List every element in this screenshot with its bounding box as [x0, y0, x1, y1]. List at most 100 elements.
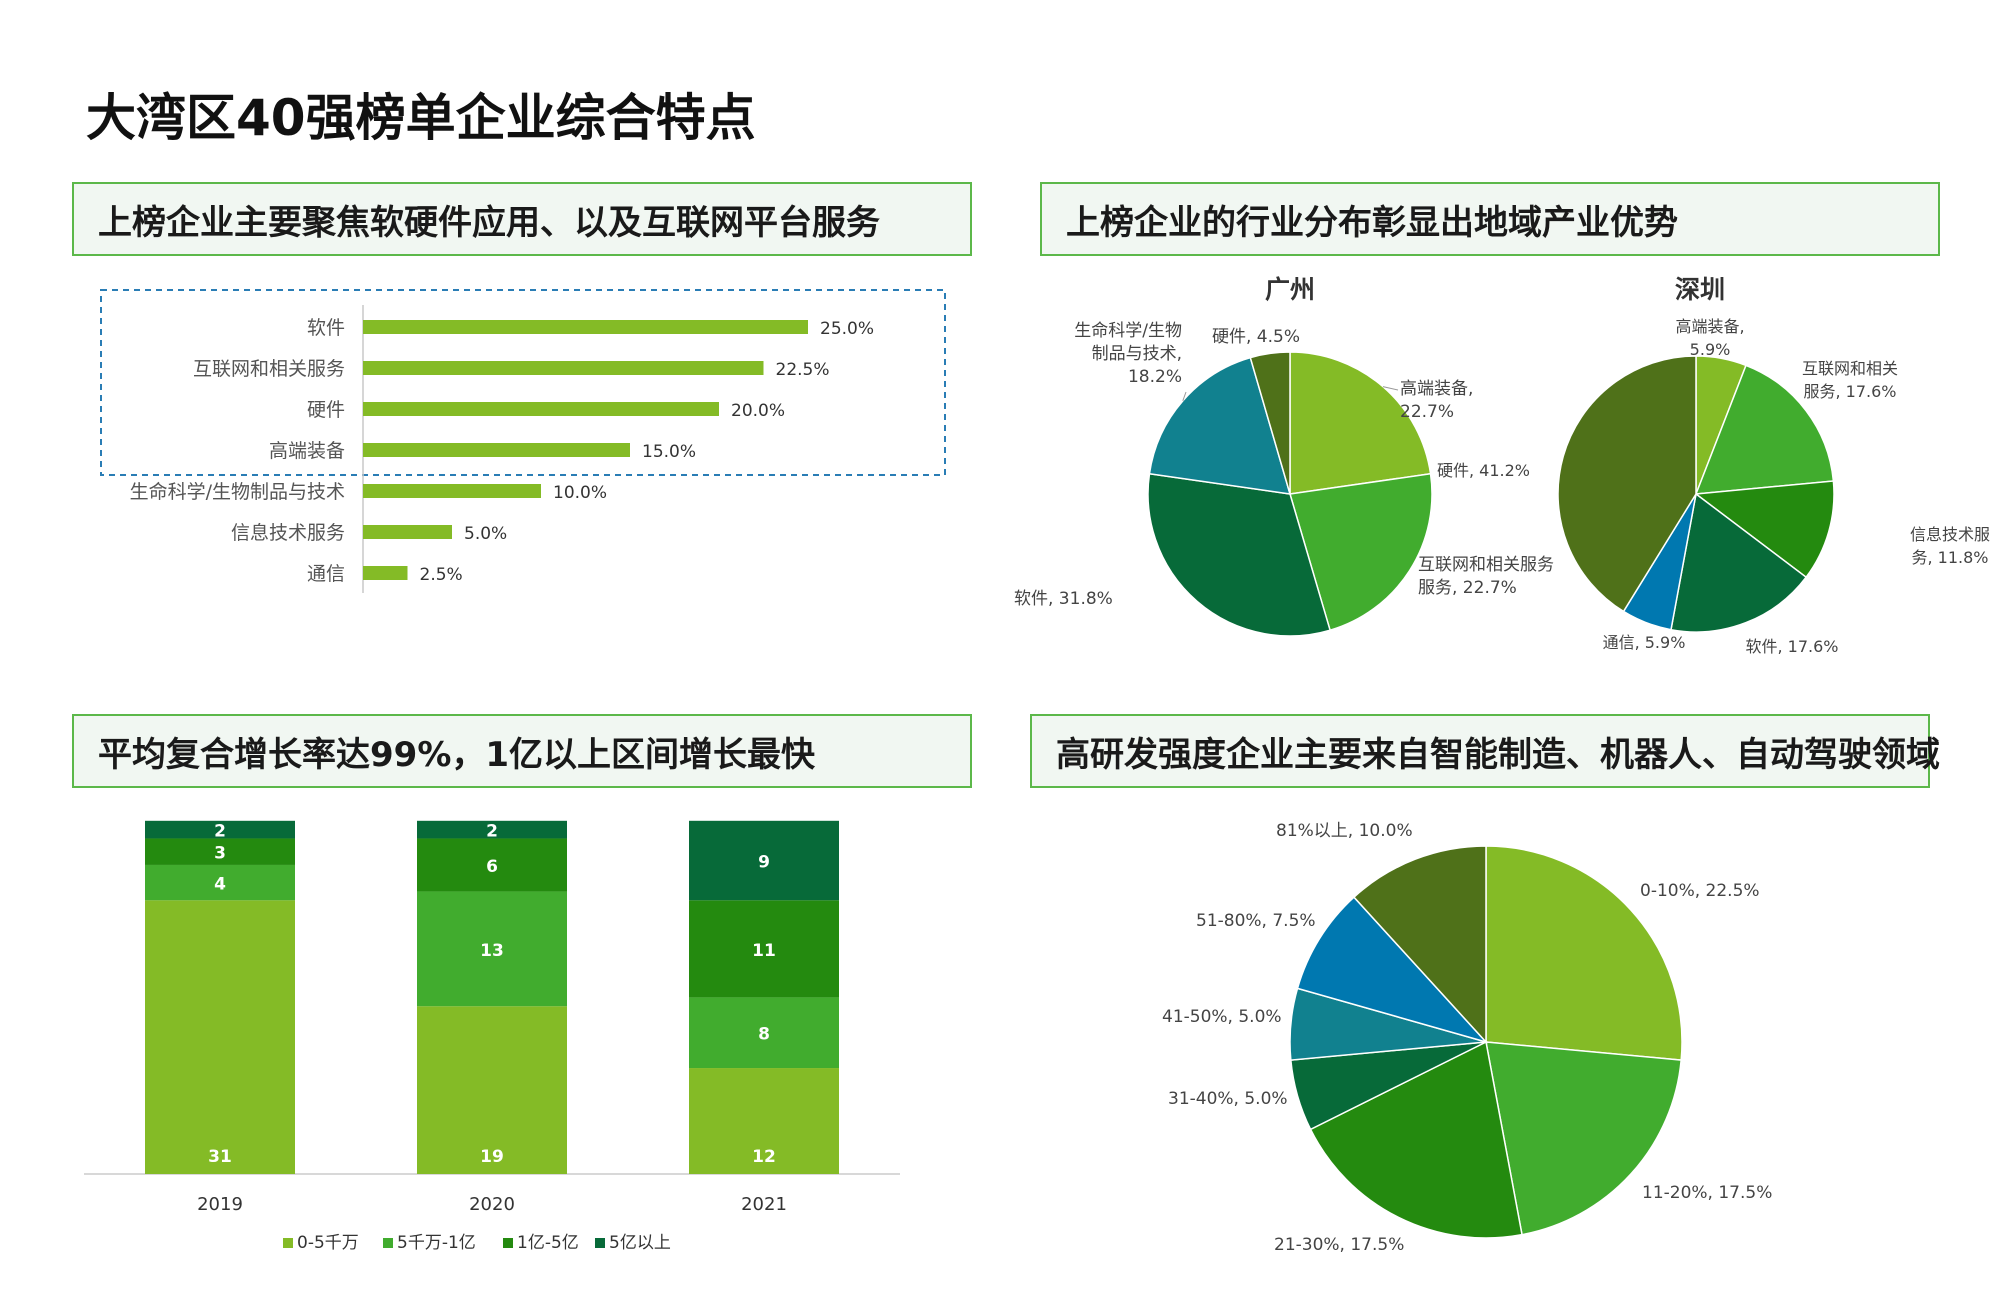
- pie-slice-label-line: 11-20%, 17.5%: [1642, 1183, 1772, 1203]
- shenzhen-pie-title: 深圳: [1675, 275, 1725, 304]
- pie-slice-label: 通信, 5.9%: [1603, 633, 1686, 652]
- pie-slice-label: 互联网和相关服务服务, 22.7%: [1418, 555, 1554, 598]
- pie-slice: [1557, 355, 1697, 613]
- pie-slice: [1148, 356, 1292, 495]
- pie-slice: [1249, 351, 1291, 495]
- pie-slice-label: 81%以上, 10.0%: [1276, 821, 1413, 841]
- rd-intensity-pie-chart: 0-10%, 22.5% 11-20%, 17.5% 21-30%, 17.5% 31…: [1162, 821, 1772, 1255]
- pie-slice: [1485, 1041, 1682, 1236]
- industry-category-label: 生命科学/生物制品与技术: [130, 481, 345, 503]
- legend-label: 5亿以上: [609, 1233, 671, 1253]
- pie-slice: [1147, 472, 1332, 637]
- industry-bar: [363, 361, 764, 375]
- pie-slice-label: 信息技术服务, 11.8%: [1910, 525, 1990, 567]
- industry-category-label: 互联网和相关服务: [193, 358, 345, 380]
- pie-slice-label-line: 高端装备,: [1400, 379, 1473, 399]
- pie-slice-label: 硬件, 4.5%: [1212, 327, 1300, 347]
- pie-slice-label: 11-20%, 17.5%: [1642, 1183, 1772, 1203]
- pie-slice-label-line: 通信, 5.9%: [1603, 633, 1686, 652]
- industry-category-label: 通信: [307, 563, 345, 585]
- stacked-bar-value-label: 2: [486, 822, 498, 842]
- industry-value-label: 10.0%: [553, 483, 607, 503]
- pie-slice-label-line: 81%以上, 10.0%: [1276, 821, 1413, 841]
- pie-slice: [1352, 845, 1487, 1044]
- pie-slice-label-line: 信息技术服: [1910, 525, 1990, 544]
- pie-slice-label-line: 51-80%, 7.5%: [1196, 911, 1316, 931]
- stacked-bar-value-label: 8: [758, 1025, 770, 1045]
- pie-slice-label: 51-80%, 7.5%: [1196, 911, 1316, 931]
- pie-slice-label-line: 41-50%, 5.0%: [1162, 1007, 1282, 1027]
- pie-slice: [1694, 364, 1835, 495]
- x-axis-tick-label: 2020: [469, 1194, 515, 1215]
- legend-swatch: [595, 1238, 605, 1248]
- industry-bar-chart: 软件 25.0% 互联网和相关服务 22.5% 硬件 20.0% 高端装备 15.0% 生命科学…: [100, 289, 946, 593]
- pie-slice-label-line: 互联网和相关: [1802, 359, 1898, 378]
- x-axis-tick-label: 2021: [741, 1194, 787, 1215]
- pie-slice: [1296, 896, 1489, 1044]
- pie-slice-label-line: 22.7%: [1400, 402, 1454, 422]
- industry-category-label: 信息技术服务: [231, 522, 345, 544]
- pie-slice-label: 生命科学/生物制品与技术, 18.2%: [1074, 321, 1182, 387]
- pie-slice-label-line: 软件, 17.6%: [1745, 637, 1838, 656]
- x-axis-tick-label: 2019: [197, 1194, 243, 1215]
- pie-slice-label-line: 18.2%: [1128, 367, 1182, 387]
- stacked-bar-segment: [689, 997, 839, 1069]
- industry-category-label: 高端装备: [269, 440, 345, 462]
- pie-slice-label-line: 硬件, 41.2%: [1437, 461, 1530, 480]
- industry-bar: [363, 402, 719, 416]
- industry-bar: [363, 320, 808, 334]
- pie-slice: [1670, 492, 1808, 633]
- stacked-bar-value-label: 13: [480, 941, 504, 961]
- page-title: 大湾区40强榜单企业综合特点: [86, 89, 756, 147]
- stacked-bar-segment: [417, 820, 567, 839]
- pie-slice-label: 41-50%, 5.0%: [1162, 1007, 1282, 1027]
- stacked-bar-segment: [417, 838, 567, 892]
- stacked-bar-segment: [145, 820, 295, 839]
- stacked-bar-value-label: 12: [752, 1147, 776, 1167]
- legend-swatch: [503, 1238, 513, 1248]
- pie-slice-label-line: 服务, 22.7%: [1418, 578, 1517, 598]
- industry-bar: [363, 484, 541, 498]
- pie-slice: [1485, 845, 1683, 1061]
- pie-slice-label-line: 软件, 31.8%: [1014, 589, 1113, 609]
- pie-slice-label: 软件, 31.8%: [1014, 589, 1113, 609]
- stacked-bar-value-label: 11: [752, 941, 776, 961]
- legend-label: 1亿-5亿: [517, 1233, 579, 1253]
- industry-value-label: 20.0%: [731, 401, 785, 421]
- pie-slice: [1309, 1040, 1523, 1239]
- stacked-bar-value-label: 31: [208, 1147, 232, 1167]
- pie-slice-label: 高端装备, 22.7%: [1400, 379, 1473, 422]
- industry-value-label: 15.0%: [642, 442, 696, 462]
- pie-slice-label: 21-30%, 17.5%: [1274, 1235, 1404, 1255]
- pie-slice-label: 软件, 17.6%: [1745, 637, 1838, 656]
- legend-label: 5千万-1亿: [397, 1233, 476, 1253]
- stacked-bar-segment: [689, 1068, 839, 1174]
- pie-slice-label-line: 服务, 17.6%: [1803, 382, 1896, 401]
- pie-leader-line: [1182, 391, 1187, 402]
- stacked-bar-value-label: 19: [480, 1147, 504, 1167]
- legend-label: 0-5千万: [297, 1233, 359, 1253]
- stacked-bar-value-label: 3: [214, 844, 226, 864]
- stacked-bar-value-label: 6: [486, 857, 498, 877]
- industry-category-label: 硬件: [307, 399, 345, 421]
- pie-slice-label-line: 21-30%, 17.5%: [1274, 1235, 1404, 1255]
- stacked-bar-value-label: 9: [758, 853, 770, 873]
- industry-bar: [363, 443, 630, 457]
- pie-slice-label-line: 5.9%: [1690, 340, 1731, 359]
- pie-slice-label-line: 制品与技术,: [1092, 344, 1182, 364]
- pie-leader-line: [1382, 386, 1399, 391]
- industry-bar: [363, 525, 452, 539]
- industry-category-label: 软件: [307, 317, 345, 339]
- industry-value-label: 2.5%: [420, 565, 463, 585]
- stacked-bar-segment: [145, 900, 295, 1174]
- stacked-bar-segment: [417, 891, 567, 1007]
- legend-swatch: [383, 1238, 393, 1248]
- guangzhou-pie-title: 广州: [1265, 275, 1315, 304]
- top-categories-highlight-box: [100, 289, 946, 476]
- pie-slice: [1694, 480, 1835, 579]
- pie-slice-label-line: 高端装备,: [1675, 317, 1744, 336]
- industry-bar: [363, 566, 408, 580]
